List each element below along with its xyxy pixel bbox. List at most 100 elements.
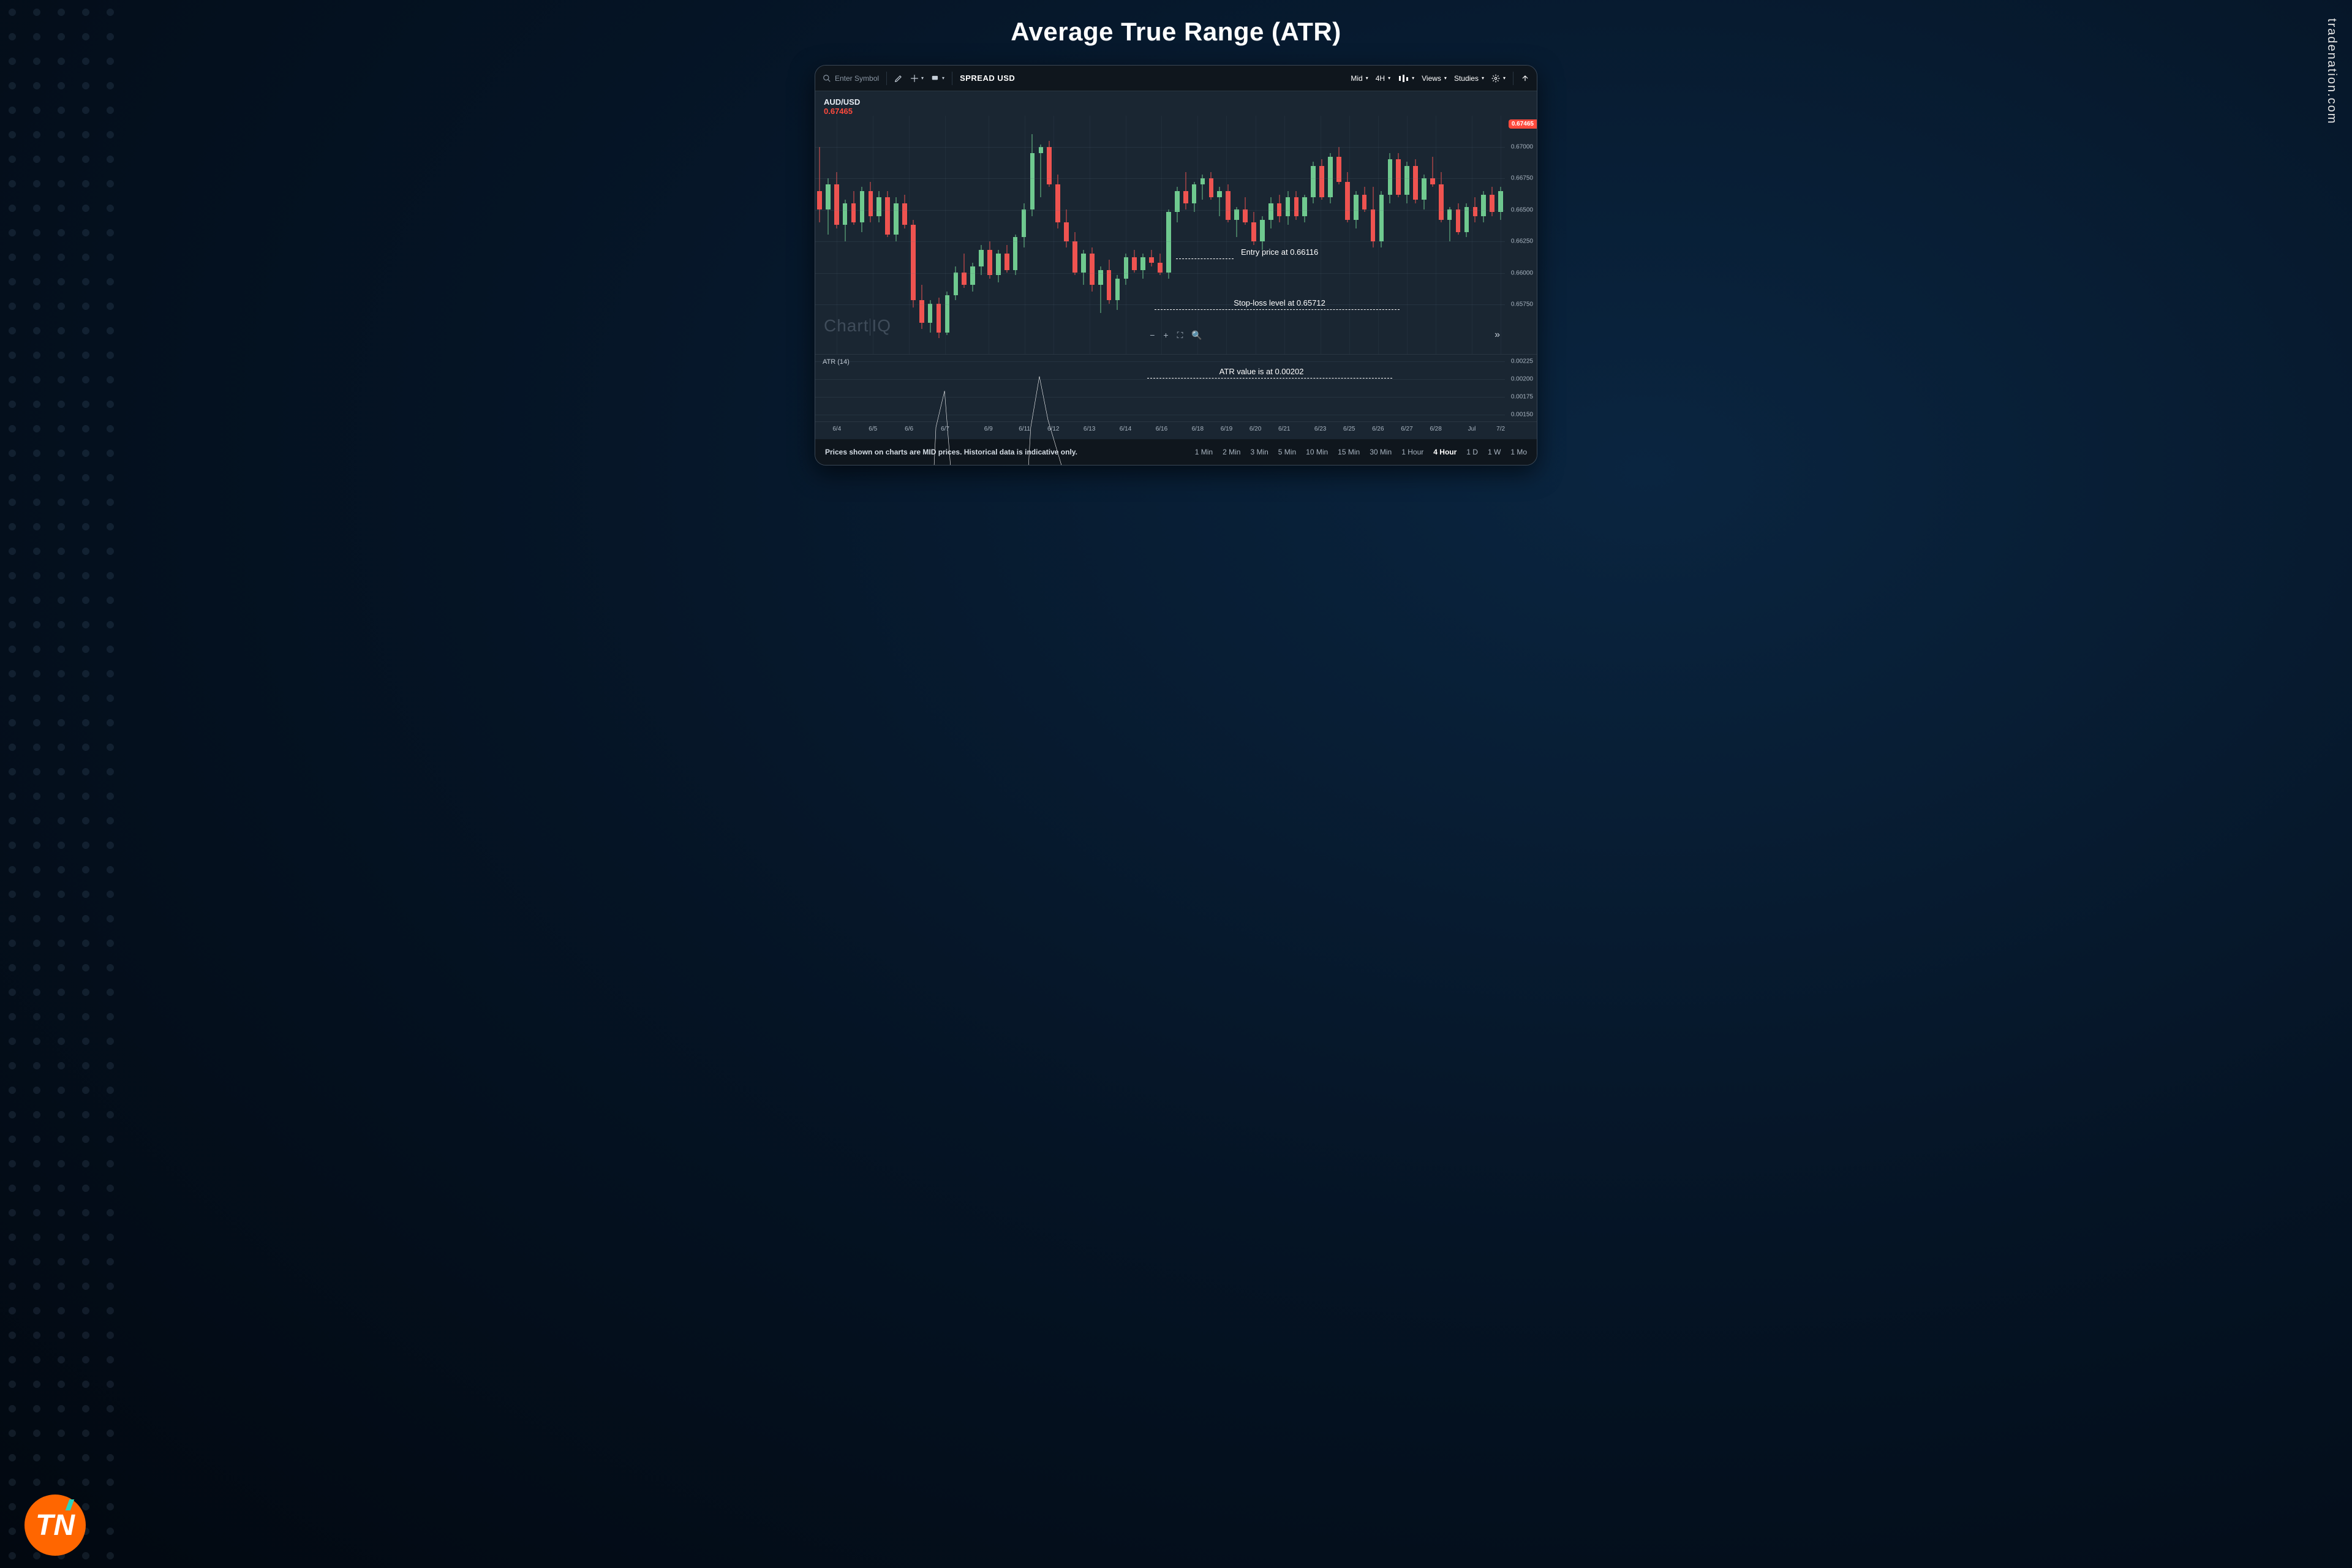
candle (1302, 128, 1307, 348)
chevron-down-icon: ▾ (921, 75, 924, 81)
candle (869, 128, 873, 348)
zoom-out-button[interactable]: − (1150, 330, 1155, 341)
studies-menu[interactable]: Studies▾ (1454, 74, 1484, 83)
grid-line-horizontal (815, 241, 1505, 242)
candle (1371, 128, 1376, 348)
candle (1430, 128, 1435, 348)
x-tick-label: 6/6 (905, 426, 913, 432)
candle (979, 128, 984, 348)
candle (860, 128, 865, 348)
chart-type-selector[interactable]: ▾ (1398, 74, 1414, 83)
grid-line-vertical (1226, 116, 1227, 354)
comment-tool-button[interactable]: ▾ (931, 74, 944, 83)
candle (1192, 128, 1197, 348)
y-tick-label: 0.66250 (1511, 238, 1533, 245)
zoom-controls: − + ⛶ 🔍 (1150, 330, 1202, 341)
grid-line-horizontal (815, 397, 1505, 398)
settings-button[interactable]: ▾ (1491, 74, 1506, 83)
brand-vertical-text: tradenation.com (2324, 18, 2339, 124)
share-button[interactable] (1521, 74, 1529, 83)
candle (1243, 128, 1248, 348)
x-tick-label: 6/4 (832, 426, 841, 432)
candle (970, 128, 975, 348)
candle (1336, 128, 1341, 348)
price-chart[interactable]: 0.67465 0.657500.660000.662500.665000.66… (815, 116, 1537, 355)
grid-line-horizontal (815, 361, 1505, 362)
views-menu[interactable]: Views▾ (1422, 74, 1447, 83)
candle (1115, 128, 1120, 348)
stoploss-annotation-line (1155, 309, 1400, 310)
atr-y-tick-label: 0.00225 (1511, 358, 1533, 365)
expand-panel-button[interactable]: » (1494, 330, 1500, 341)
atr-y-axis: 0.001500.001750.002000.00225 (1505, 355, 1537, 421)
candle-area (815, 128, 1505, 348)
grid-line-vertical (1407, 116, 1408, 354)
candle (928, 128, 933, 348)
x-tick-label: 6/28 (1430, 426, 1441, 432)
x-tick-label: 6/16 (1156, 426, 1167, 432)
upload-icon (1521, 74, 1529, 83)
fullscreen-button[interactable]: ⛶ (1177, 330, 1183, 341)
candle (1200, 128, 1205, 348)
candle (1090, 128, 1095, 348)
time-x-axis: 6/46/56/66/76/96/116/126/136/146/166/186… (815, 422, 1537, 439)
grid-line-vertical (1161, 116, 1162, 354)
grid-line-vertical (1378, 116, 1379, 354)
candle (1039, 128, 1044, 348)
candle (911, 128, 916, 348)
search-placeholder: Enter Symbol (835, 74, 879, 83)
x-tick-label: 6/9 (984, 426, 993, 432)
candle (962, 128, 967, 348)
grid-line-horizontal (815, 273, 1505, 274)
candle (894, 128, 899, 348)
candle (919, 128, 924, 348)
interval-selector[interactable]: 4H▾ (1376, 74, 1390, 83)
candle (1175, 128, 1180, 348)
x-tick-label: 6/12 (1047, 426, 1059, 432)
candle (1030, 128, 1035, 348)
candle (843, 128, 848, 348)
candle (1260, 128, 1265, 348)
candle (885, 128, 890, 348)
candle (1277, 128, 1282, 348)
atr-y-tick-label: 0.00200 (1511, 376, 1533, 383)
candle (1022, 128, 1027, 348)
page-title: Average True Range (ATR) (0, 0, 2352, 53)
spread-label: SPREAD USD (960, 74, 1015, 83)
candle (1422, 128, 1427, 348)
atr-panel[interactable]: ATR (14) 0.001500.001750.002000.00225 AT… (815, 355, 1537, 422)
candle (1354, 128, 1359, 348)
x-tick-label: 7/2 (1496, 426, 1505, 432)
candle (996, 128, 1001, 348)
x-tick-label: 6/25 (1343, 426, 1355, 432)
grid-line-vertical (1284, 116, 1285, 354)
candle (1064, 128, 1069, 348)
atr-line-chart (815, 355, 1505, 466)
x-tick-label: 6/21 (1278, 426, 1290, 432)
zoom-reset-button[interactable]: 🔍 (1191, 330, 1202, 341)
candle (1013, 128, 1018, 348)
candle (1098, 128, 1103, 348)
draw-tool-button[interactable] (894, 74, 903, 83)
candle (1481, 128, 1486, 348)
price-mode-selector[interactable]: Mid▾ (1351, 74, 1368, 83)
candle (1209, 128, 1214, 348)
candle (954, 128, 959, 348)
candle (1047, 128, 1052, 348)
zoom-in-button[interactable]: + (1163, 330, 1168, 341)
candle (1107, 128, 1112, 348)
candle (1396, 128, 1401, 348)
symbol-price: 0.67465 (824, 107, 1528, 116)
grid-line-vertical (909, 116, 910, 354)
toolbar-right-group: Mid▾ 4H▾ ▾ Views▾ Studies▾ ▾ (1351, 72, 1529, 85)
candle (1166, 128, 1171, 348)
candle (1234, 128, 1239, 348)
x-tick-label: 6/23 (1314, 426, 1326, 432)
candle (1490, 128, 1494, 348)
x-tick-label: 6/11 (1019, 426, 1030, 432)
timeframe-option[interactable]: 1 Mo (1510, 448, 1527, 456)
x-tick-label: 6/14 (1120, 426, 1131, 432)
symbol-search[interactable]: Enter Symbol (823, 74, 879, 83)
candle (902, 128, 907, 348)
crosshair-tool-button[interactable]: ▾ (910, 74, 924, 83)
